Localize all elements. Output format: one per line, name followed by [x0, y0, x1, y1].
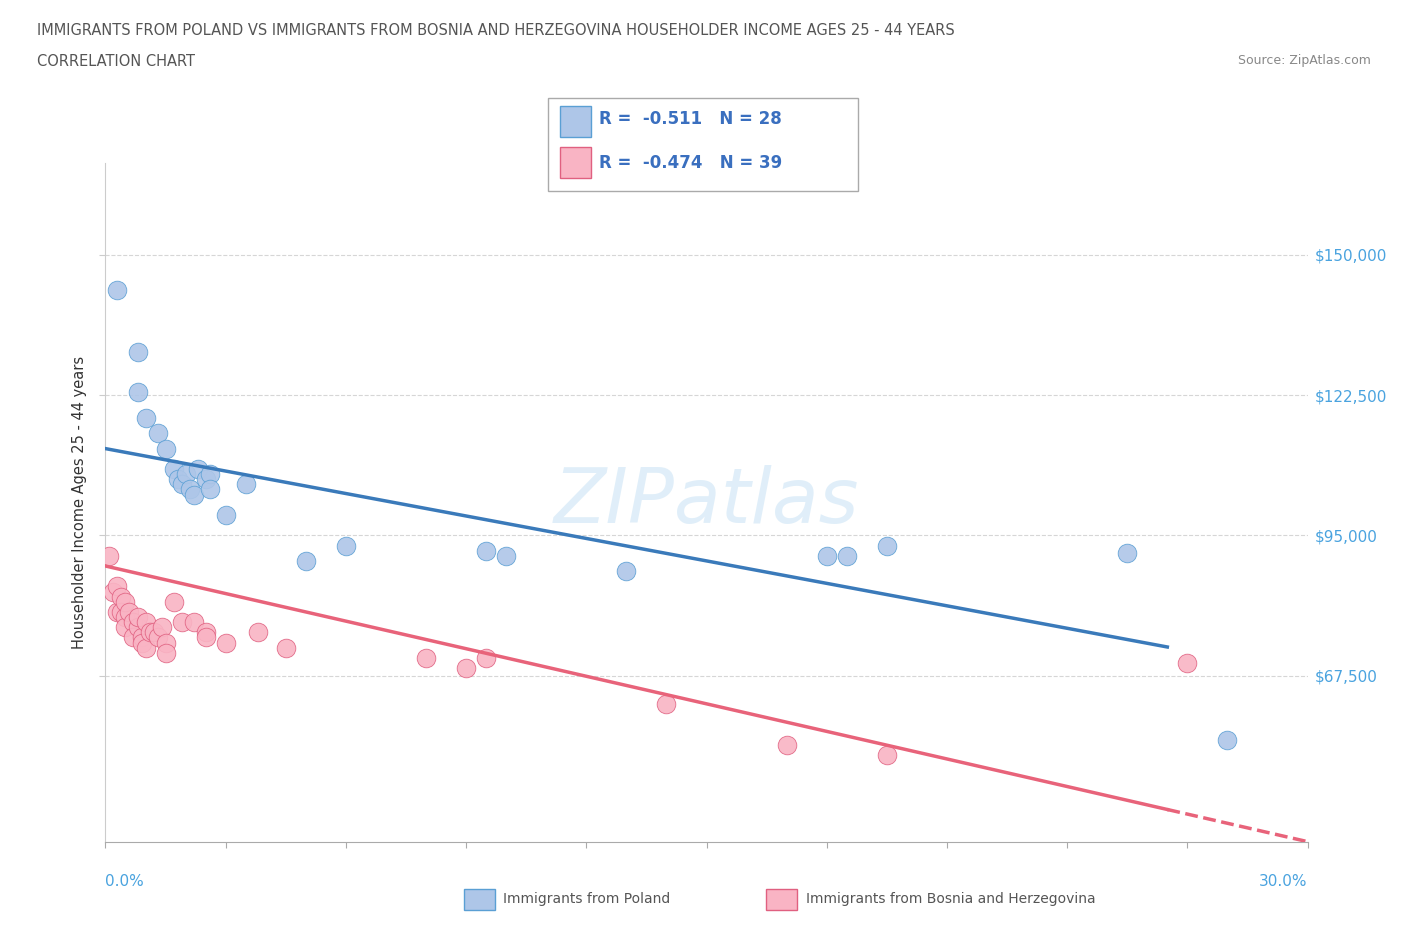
Point	[155, 441, 177, 456]
Point	[98, 549, 121, 564]
Point	[170, 477, 193, 492]
Point	[146, 630, 169, 644]
Point	[776, 737, 799, 752]
Text: IMMIGRANTS FROM POLAND VS IMMIGRANTS FROM BOSNIA AND HERZEGOVINA HOUSEHOLDER INC: IMMIGRANTS FROM POLAND VS IMMIGRANTS FRO…	[37, 23, 955, 38]
Point	[135, 410, 157, 425]
Point	[110, 590, 132, 604]
Point	[114, 619, 136, 634]
Point	[155, 635, 177, 650]
Text: Source: ZipAtlas.com: Source: ZipAtlas.com	[1237, 54, 1371, 67]
Point	[214, 635, 236, 650]
Point	[103, 584, 125, 599]
Point	[876, 748, 898, 763]
Point	[166, 472, 188, 486]
Text: R =  -0.511   N = 28: R = -0.511 N = 28	[599, 110, 782, 128]
Point	[135, 615, 157, 630]
Point	[179, 482, 201, 497]
Point	[246, 625, 269, 640]
Point	[1216, 732, 1239, 747]
Point	[138, 625, 160, 640]
Point	[107, 283, 129, 298]
Point	[127, 385, 149, 400]
Point	[174, 467, 197, 482]
Point	[815, 549, 838, 564]
Text: ZIPatlas: ZIPatlas	[554, 465, 859, 539]
Text: Immigrants from Bosnia and Herzegovina: Immigrants from Bosnia and Herzegovina	[806, 892, 1095, 907]
Point	[122, 615, 145, 630]
Point	[162, 461, 184, 476]
Point	[876, 538, 898, 553]
Point	[155, 645, 177, 660]
Point	[235, 477, 257, 492]
Point	[194, 472, 217, 486]
Point	[122, 630, 145, 644]
Point	[475, 543, 498, 558]
Point	[198, 482, 221, 497]
Point	[131, 630, 153, 644]
Point	[335, 538, 357, 553]
Point	[214, 508, 236, 523]
Point	[118, 604, 141, 619]
Point	[146, 426, 169, 441]
Y-axis label: Householder Income Ages 25 - 44 years: Householder Income Ages 25 - 44 years	[72, 355, 87, 649]
Point	[616, 564, 638, 578]
Point	[194, 630, 217, 644]
Point	[170, 615, 193, 630]
Point	[114, 594, 136, 609]
Point	[127, 344, 149, 359]
Point	[114, 609, 136, 624]
Point	[142, 625, 165, 640]
Point	[183, 487, 205, 502]
Point	[107, 604, 129, 619]
Text: R =  -0.474   N = 39: R = -0.474 N = 39	[599, 153, 782, 172]
Text: 30.0%: 30.0%	[1260, 874, 1308, 889]
Point	[274, 640, 297, 655]
Point	[194, 625, 217, 640]
Point	[198, 467, 221, 482]
Point	[295, 553, 318, 568]
Point	[183, 615, 205, 630]
Point	[415, 650, 437, 665]
Point	[495, 549, 517, 564]
Text: 0.0%: 0.0%	[105, 874, 145, 889]
Point	[110, 604, 132, 619]
Point	[127, 609, 149, 624]
Point	[454, 660, 477, 675]
Point	[655, 697, 678, 711]
Point	[150, 619, 173, 634]
Point	[835, 549, 858, 564]
Point	[127, 619, 149, 634]
Point	[107, 579, 129, 594]
Point	[135, 640, 157, 655]
Point	[162, 594, 184, 609]
Text: Immigrants from Poland: Immigrants from Poland	[503, 892, 671, 907]
Point	[131, 635, 153, 650]
Point	[1116, 546, 1139, 561]
Point	[475, 650, 498, 665]
Point	[1177, 656, 1199, 671]
Text: CORRELATION CHART: CORRELATION CHART	[37, 54, 194, 69]
Point	[187, 461, 209, 476]
